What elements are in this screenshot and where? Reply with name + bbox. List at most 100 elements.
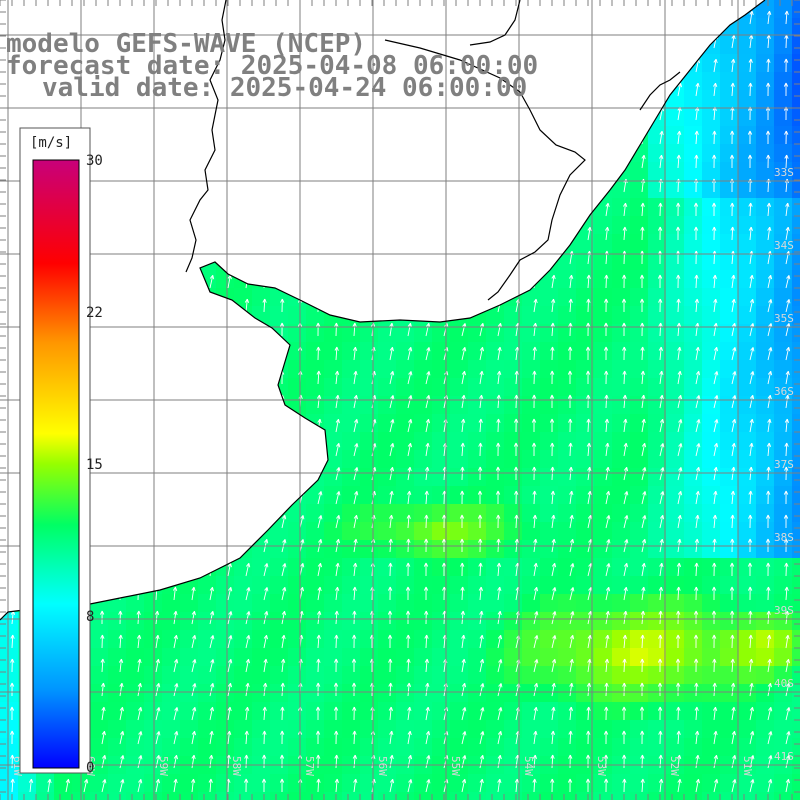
latitude-label: 33S (774, 166, 794, 179)
wind-arrow (407, 706, 412, 721)
wind-arrow (767, 779, 773, 793)
wind-arrow (783, 514, 789, 529)
wind-arrow (513, 442, 519, 457)
wind-arrow (209, 611, 215, 625)
wind-arrow (657, 682, 663, 697)
wind-arrow (749, 395, 755, 409)
wind-arrow (101, 755, 107, 769)
wind-arrow (783, 58, 789, 73)
wind-arrow (424, 658, 430, 673)
wind-arrow (425, 466, 430, 481)
wind-arrow (389, 490, 394, 505)
wind-arrow (209, 730, 214, 745)
wind-arrow (587, 658, 592, 673)
latitude-label: 39S (774, 604, 794, 617)
wind-arrow (713, 298, 718, 313)
wind-arrow (10, 778, 15, 793)
wind-arrow (766, 466, 771, 481)
wind-arrow (586, 274, 591, 289)
wind-arrow (677, 467, 683, 481)
colorbar-tick-30: 30 (86, 153, 103, 169)
wind-arrow (478, 586, 484, 601)
wind-arrow (497, 683, 503, 697)
wind-arrow (695, 490, 700, 505)
wind-arrow (604, 658, 610, 673)
wind-arrow (712, 658, 717, 673)
wind-arrow (389, 514, 394, 529)
wind-arrow (693, 658, 699, 673)
wind-arrow (603, 346, 609, 361)
wind-arrow (405, 586, 411, 601)
wind-arrow (100, 682, 106, 697)
wind-arrow (335, 467, 341, 481)
wind-arrow (389, 395, 395, 409)
wind-arrow (695, 514, 700, 529)
wind-arrow (603, 778, 609, 793)
wind-arrow (731, 730, 736, 745)
wind-arrow (191, 610, 196, 625)
wind-arrow (316, 778, 321, 793)
wind-arrow (513, 418, 519, 433)
model-title: modelo GEFS-WAVE (NCEP) (6, 29, 366, 59)
wind-arrow (281, 563, 287, 577)
wind-arrow (731, 466, 736, 481)
wind-arrow (9, 682, 15, 697)
wind-arrow (389, 443, 395, 457)
wind-arrow (531, 442, 537, 457)
wind-arrow (675, 202, 681, 217)
wind-arrow (209, 586, 214, 601)
wind-arrow (459, 490, 465, 505)
wind-arrow (551, 635, 557, 649)
wind-arrow (497, 778, 502, 793)
wind-arrow (514, 394, 519, 409)
wind-arrow (425, 755, 431, 769)
colorbar-gradient (32, 159, 80, 769)
wind-arrow (497, 707, 503, 721)
wind-arrow (587, 226, 592, 241)
wind-arrow (263, 634, 268, 649)
wind-arrow (424, 610, 429, 625)
wind-arrow (657, 658, 663, 673)
wind-arrow (532, 346, 537, 361)
wind-arrow (352, 754, 358, 769)
wind-arrow (747, 130, 753, 145)
wind-arrow (785, 634, 790, 649)
wind-arrow (676, 274, 681, 289)
wind-arrow (209, 659, 215, 673)
wind-arrow (514, 514, 519, 529)
wind-arrow (639, 298, 645, 313)
wind-arrow (640, 658, 645, 673)
wind-arrow (28, 778, 34, 793)
wind-arrow (603, 754, 609, 769)
wind-arrow (460, 610, 466, 625)
wind-arrow (461, 394, 466, 409)
wind-arrow (478, 562, 483, 577)
latitude-label: 40S (774, 677, 794, 690)
wind-arrow (460, 586, 465, 601)
wind-arrow (694, 706, 699, 721)
wind-arrow (209, 754, 214, 769)
wind-arrow (569, 682, 574, 697)
wind-arrow (748, 610, 753, 625)
wind-arrow (767, 658, 772, 673)
wind-arrow (405, 562, 411, 577)
wind-arrow (478, 418, 483, 433)
wind-arrow (387, 586, 393, 601)
wind-arrow (281, 658, 286, 673)
wind-arrow (639, 730, 645, 745)
wind-arrow (119, 779, 125, 793)
wind-arrow (713, 82, 718, 97)
wind-arrow (173, 634, 178, 649)
wind-arrow (730, 682, 736, 697)
wind-arrow (677, 491, 683, 505)
wind-arrow (497, 659, 503, 673)
wind-arrow (658, 298, 663, 313)
wind-arrow (784, 154, 789, 169)
wind-arrow (730, 82, 735, 97)
wind-arrow (623, 563, 629, 577)
longitude-label: 57W (303, 756, 316, 776)
wind-arrow (568, 706, 574, 721)
wind-arrow (407, 322, 412, 337)
wind-arrow (712, 274, 718, 289)
longitude-label: 52W (668, 756, 681, 776)
